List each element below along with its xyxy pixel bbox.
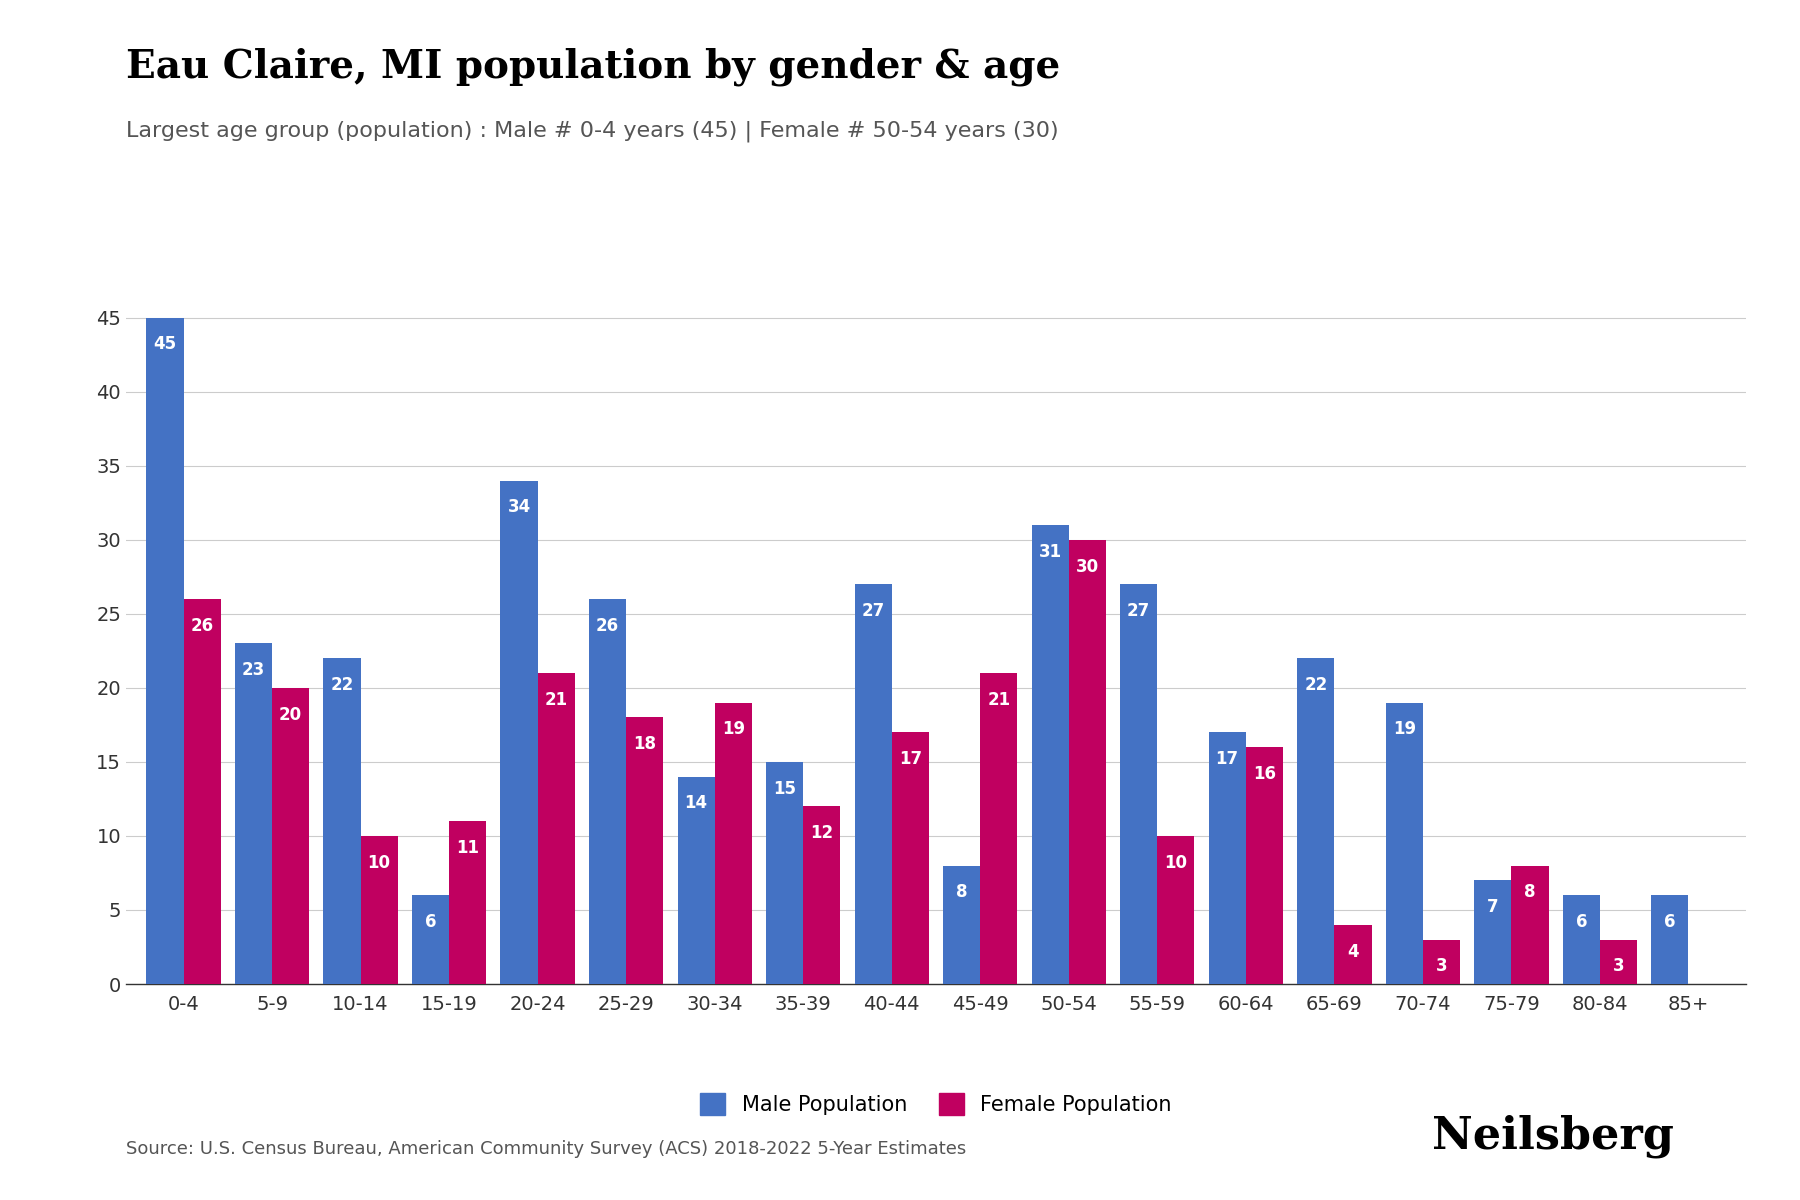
Bar [1512,865,1548,984]
Bar [1651,895,1688,984]
Text: 14: 14 [684,794,707,812]
Bar [146,318,184,984]
Bar [891,732,929,984]
Bar [1334,925,1372,984]
Text: 3: 3 [1436,958,1447,976]
Bar [803,806,841,984]
Text: 10: 10 [1165,853,1188,871]
Text: Neilsberg: Neilsberg [1433,1115,1674,1158]
Text: 19: 19 [1393,720,1417,738]
Text: 34: 34 [508,498,531,516]
Bar [589,599,626,984]
Text: Eau Claire, MI population by gender & age: Eau Claire, MI population by gender & ag… [126,48,1060,86]
Bar [626,718,664,984]
Bar [412,895,450,984]
Bar [981,673,1017,984]
Text: 20: 20 [279,706,302,724]
Bar [943,865,981,984]
Bar [1120,584,1157,984]
Bar [1157,836,1195,984]
Bar [234,643,272,984]
Text: 6: 6 [1575,913,1588,931]
Text: 19: 19 [722,720,745,738]
Text: 27: 27 [1127,602,1150,620]
Bar [1386,703,1422,984]
Text: 17: 17 [1215,750,1238,768]
Text: 45: 45 [153,335,176,353]
Text: 6: 6 [1665,913,1676,931]
Text: 17: 17 [898,750,922,768]
Text: 15: 15 [774,780,796,798]
Text: 18: 18 [634,736,657,754]
Text: 22: 22 [1305,676,1327,694]
Legend: Male Population, Female Population: Male Population, Female Population [691,1085,1181,1123]
Text: Largest age group (population) : Male # 0-4 years (45) | Female # 50-54 years (3: Largest age group (population) : Male # … [126,120,1058,142]
Text: 26: 26 [191,617,214,635]
Text: 31: 31 [1039,542,1062,560]
Bar [450,821,486,984]
Text: 11: 11 [455,839,479,857]
Text: 23: 23 [241,661,265,679]
Bar [324,659,360,984]
Text: 21: 21 [545,691,567,709]
Bar [677,776,715,984]
Bar [272,688,310,984]
Text: 30: 30 [1076,558,1100,576]
Bar [184,599,221,984]
Bar [1474,881,1512,984]
Text: 16: 16 [1253,764,1276,782]
Text: Source: U.S. Census Bureau, American Community Survey (ACS) 2018-2022 5-Year Est: Source: U.S. Census Bureau, American Com… [126,1140,967,1158]
Text: 10: 10 [367,853,391,871]
Text: 6: 6 [425,913,436,931]
Bar [538,673,574,984]
Bar [1422,940,1460,984]
Bar [767,762,803,984]
Text: 27: 27 [862,602,886,620]
Text: 8: 8 [956,883,967,901]
Bar [1298,659,1334,984]
Bar [500,480,538,984]
Bar [360,836,398,984]
Text: 12: 12 [810,824,833,842]
Bar [1069,540,1105,984]
Text: 7: 7 [1487,898,1499,916]
Bar [1208,732,1246,984]
Bar [715,703,752,984]
Text: 8: 8 [1525,883,1535,901]
Bar [1600,940,1638,984]
Bar [1031,524,1069,984]
Text: 22: 22 [331,676,353,694]
Bar [1562,895,1600,984]
Text: 3: 3 [1613,958,1624,976]
Bar [1246,748,1283,984]
Text: 4: 4 [1346,942,1359,960]
Text: 26: 26 [596,617,619,635]
Text: 21: 21 [986,691,1010,709]
Bar [855,584,891,984]
